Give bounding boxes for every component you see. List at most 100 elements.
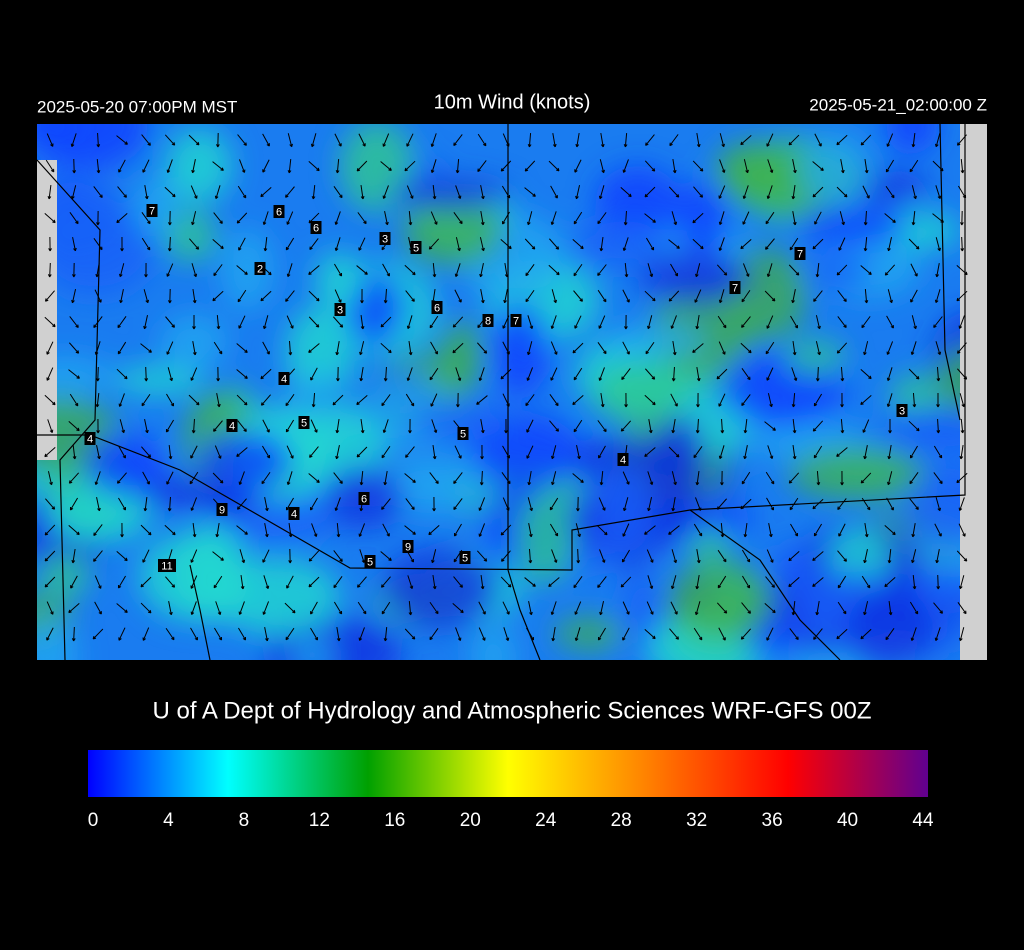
wind-arrow [382, 185, 389, 199]
wind-arrow [597, 212, 607, 225]
colorbar-tick-label: 44 [912, 810, 934, 831]
wind-label: 4 [291, 508, 297, 520]
wind-arrow [286, 575, 294, 589]
wind-arrow [142, 471, 150, 485]
wind-arrow [453, 498, 463, 511]
wind-arrow [432, 262, 437, 278]
wind-arrow [527, 315, 534, 330]
wind-arrow [502, 315, 510, 329]
wind-arrow [405, 446, 415, 458]
wind-arrow [308, 550, 320, 562]
wind-arrow [356, 446, 368, 458]
wind-label: 7 [797, 248, 803, 260]
wind-arrow [671, 497, 676, 512]
wind-arrow [236, 369, 248, 379]
wind-arrow [741, 394, 751, 407]
wind-arrow [480, 419, 485, 434]
wind-arrow [455, 158, 460, 174]
wind-arrow [836, 342, 848, 354]
wind-arrow [285, 237, 295, 251]
wind-arrow [550, 185, 558, 199]
wind-arrow [164, 524, 176, 536]
label-box [896, 404, 908, 417]
wind-arrow [454, 263, 461, 278]
wind-arrow [192, 341, 197, 356]
wind-arrow [720, 470, 724, 486]
field-patch [38, 551, 90, 598]
label-box [84, 432, 96, 445]
wind-arrow [215, 523, 220, 538]
wind-arrow [311, 523, 318, 537]
wind-arrow [812, 238, 824, 250]
field-patch [554, 617, 625, 650]
wind-arrow [166, 263, 174, 277]
wind-arrow [908, 368, 920, 380]
wind-arrow [358, 133, 366, 147]
wind-arrow [959, 393, 966, 408]
wind-arrow [503, 627, 510, 642]
wind-arrow [144, 262, 148, 278]
wind-label: 4 [620, 454, 626, 466]
wind-label: 6 [313, 222, 319, 234]
wind-arrow [404, 473, 416, 483]
wind-arrow [68, 472, 80, 484]
wind-arrow [46, 367, 54, 381]
wind-arrow [597, 289, 607, 303]
label-box [410, 241, 422, 254]
wind-arrow [765, 238, 775, 250]
wind-arrow [501, 211, 510, 225]
wind-arrow [212, 551, 224, 561]
wind-arrow [46, 133, 54, 147]
wind-arrow [286, 263, 293, 278]
wind-arrow [117, 341, 127, 355]
wind-arrow [236, 265, 248, 275]
wind-label: 4 [229, 420, 235, 432]
wind-arrow [380, 342, 392, 354]
wind-arrow [430, 159, 437, 174]
wind-arrow [670, 315, 677, 329]
wind-label: 5 [301, 417, 307, 429]
field-patch [846, 586, 934, 660]
wind-arrow [190, 601, 197, 615]
wind-arrow [933, 472, 943, 485]
field-patch [877, 408, 980, 452]
wind-arrow [45, 159, 55, 173]
wind-arrow [212, 239, 224, 250]
wind-arrow [956, 550, 968, 562]
wind-arrow [812, 498, 824, 510]
wind-arrow [718, 627, 726, 641]
wind-arrow [644, 290, 656, 302]
wind-arrow [212, 290, 224, 302]
wind-arrow [862, 419, 870, 433]
wind-arrow [190, 445, 198, 459]
wind-arrow [72, 237, 77, 252]
wind-arrow [598, 497, 606, 511]
wind-arrow [695, 418, 700, 434]
wind-arrow [909, 159, 919, 173]
wind-arrow [622, 471, 630, 485]
wind-arrow [190, 575, 198, 589]
wind-arrow [812, 161, 824, 171]
wind-arrow [382, 133, 390, 147]
wind-arrow [789, 628, 799, 641]
wind-arrow [911, 315, 917, 330]
wind-arrow [766, 627, 774, 641]
field-patch [490, 303, 551, 397]
wind-arrow [430, 393, 438, 407]
wind-arrow [116, 368, 128, 380]
wind-arrow [670, 393, 678, 407]
wind-arrow [96, 158, 101, 174]
wind-arrow [47, 262, 52, 278]
wind-arrow [359, 470, 364, 486]
wind-arrow [597, 341, 607, 355]
wind-arrow [692, 238, 704, 250]
wind-arrow [886, 133, 894, 147]
wind-arrow [911, 523, 916, 538]
wind-arrow [548, 160, 560, 172]
wind-arrow [479, 263, 484, 278]
wind-label: 5 [462, 552, 468, 564]
wind-arrow [645, 341, 655, 355]
wind-arrow [524, 187, 536, 197]
wind-arrow [44, 290, 55, 302]
wind-arrow [212, 161, 224, 171]
